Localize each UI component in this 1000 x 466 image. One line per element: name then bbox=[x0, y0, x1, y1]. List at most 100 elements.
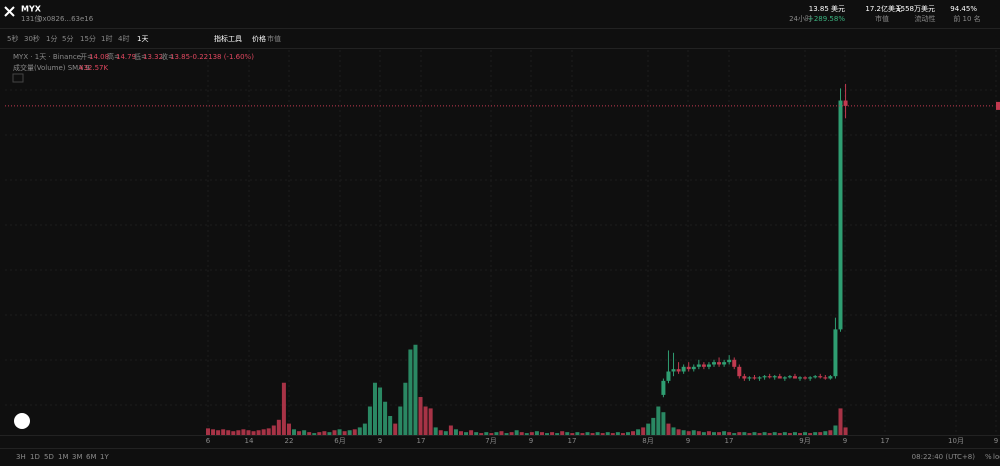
ohlc-value: 14.79 bbox=[116, 53, 136, 61]
volume-bar bbox=[762, 432, 767, 435]
volume-bar bbox=[383, 401, 388, 435]
volume-bar bbox=[453, 429, 458, 435]
volume-bar bbox=[433, 427, 438, 435]
volume-bar bbox=[378, 387, 383, 435]
volume-bar bbox=[261, 429, 266, 435]
volume-bar bbox=[307, 432, 312, 435]
volume-bar bbox=[271, 425, 276, 435]
interval[interactable]: 5秒 bbox=[7, 34, 18, 43]
volume-bar bbox=[575, 432, 580, 435]
volume-bar bbox=[631, 431, 636, 435]
volume-bar bbox=[448, 425, 453, 435]
x-tick-label: 17 bbox=[417, 437, 426, 445]
volume-bar bbox=[570, 433, 575, 435]
range[interactable]: 3H bbox=[16, 453, 26, 461]
volume-bar bbox=[231, 431, 236, 435]
volume-bar bbox=[747, 433, 752, 435]
volume-bar bbox=[833, 425, 838, 435]
volume-bar bbox=[843, 427, 848, 435]
interval[interactable]: 1天 bbox=[137, 35, 148, 43]
interval[interactable]: 4时 bbox=[118, 34, 129, 43]
percent[interactable]: % bbox=[985, 453, 992, 461]
volume-bar bbox=[701, 432, 706, 435]
volume-bar bbox=[297, 431, 302, 435]
volume-bar bbox=[251, 431, 256, 435]
price-toggle[interactable]: 价格 bbox=[252, 34, 266, 43]
indicators[interactable]: 指标工具 bbox=[214, 34, 242, 43]
volume-bar bbox=[696, 431, 701, 435]
legend-title: MYX · 1天 · Binance bbox=[13, 53, 81, 61]
volume-bar bbox=[352, 429, 357, 435]
volume-bar bbox=[787, 433, 792, 435]
volume-bar bbox=[676, 429, 681, 435]
interval[interactable]: 5分 bbox=[62, 34, 73, 43]
volume-bar bbox=[226, 430, 231, 435]
volume-bar bbox=[646, 423, 651, 435]
x-tick-label: 8月 bbox=[642, 437, 653, 445]
candle-body bbox=[661, 380, 666, 395]
volume-bar bbox=[595, 432, 600, 435]
volume-bar bbox=[585, 432, 590, 435]
volume-bar bbox=[636, 429, 641, 435]
volume-bar bbox=[727, 432, 732, 435]
cap-toggle[interactable]: 市值 bbox=[267, 34, 281, 43]
rank: 131位 bbox=[21, 14, 41, 23]
volume-bar bbox=[327, 432, 332, 435]
interval[interactable]: 30秒 bbox=[24, 34, 40, 43]
volume-bar bbox=[838, 408, 843, 435]
ohlc-value: 14.08 bbox=[89, 53, 109, 61]
volume-bar bbox=[302, 430, 307, 435]
candle-body bbox=[671, 369, 676, 372]
liquidity-label: 流动性 bbox=[915, 14, 936, 23]
volume-bar bbox=[691, 430, 696, 435]
range[interactable]: 1D bbox=[30, 453, 40, 461]
volume-bar bbox=[590, 433, 595, 435]
interval[interactable]: 1时 bbox=[101, 34, 112, 43]
range[interactable]: 3M bbox=[72, 453, 83, 461]
volume-bar bbox=[717, 432, 722, 435]
interval[interactable]: 15分 bbox=[80, 34, 96, 43]
volume-bar bbox=[292, 429, 297, 435]
x-tick-label: 6 bbox=[206, 437, 211, 445]
volume-bar bbox=[347, 430, 352, 435]
volume-bar bbox=[322, 431, 327, 435]
volume-bar bbox=[236, 430, 241, 435]
x-tick-label: 17 bbox=[881, 437, 890, 445]
volume-bar bbox=[605, 432, 610, 435]
candle-body bbox=[823, 377, 828, 379]
collapse[interactable] bbox=[12, 73, 24, 83]
x-tick-label: 9 bbox=[378, 437, 382, 445]
ohlc-label: 收= bbox=[161, 52, 174, 61]
volume-bar bbox=[388, 416, 393, 435]
volume-bar bbox=[529, 432, 534, 435]
symbol: MYX bbox=[21, 5, 42, 14]
volume-value: ¥32.57K bbox=[79, 64, 108, 72]
volume-bar bbox=[418, 397, 423, 435]
range[interactable]: 1M bbox=[58, 453, 69, 461]
candle-body bbox=[833, 329, 838, 377]
range[interactable]: 5D bbox=[44, 453, 54, 461]
log[interactable]: log bbox=[993, 453, 1000, 461]
ohlc-label: 高= bbox=[107, 52, 120, 61]
time: 08:22:40 (UTC+8) bbox=[912, 453, 976, 461]
x-tick-label: 9 bbox=[994, 437, 998, 445]
candle-body bbox=[666, 371, 671, 381]
volume-bar bbox=[818, 432, 823, 435]
volume-bar bbox=[742, 432, 747, 435]
x-tick-label: 6月 bbox=[334, 437, 345, 445]
volume-bar bbox=[443, 431, 448, 435]
volume-bar bbox=[651, 417, 656, 435]
range[interactable]: 1Y bbox=[100, 453, 109, 461]
plot: 6 14 22 6月 9 17 7月 9 17 8月 9 17 9月 9 17 10月 9 bbox=[0, 50, 1000, 445]
candle-body bbox=[712, 362, 716, 365]
volume-bar bbox=[337, 429, 342, 435]
tv-logo bbox=[14, 413, 30, 429]
volume-bar bbox=[398, 406, 403, 435]
interval[interactable]: 1分 bbox=[46, 34, 57, 43]
logo bbox=[4, 6, 15, 17]
range[interactable]: 6M bbox=[86, 453, 97, 461]
volume-bar bbox=[413, 344, 418, 435]
volume-bar bbox=[757, 433, 762, 435]
ohlc-value: 13.85 bbox=[170, 53, 190, 61]
